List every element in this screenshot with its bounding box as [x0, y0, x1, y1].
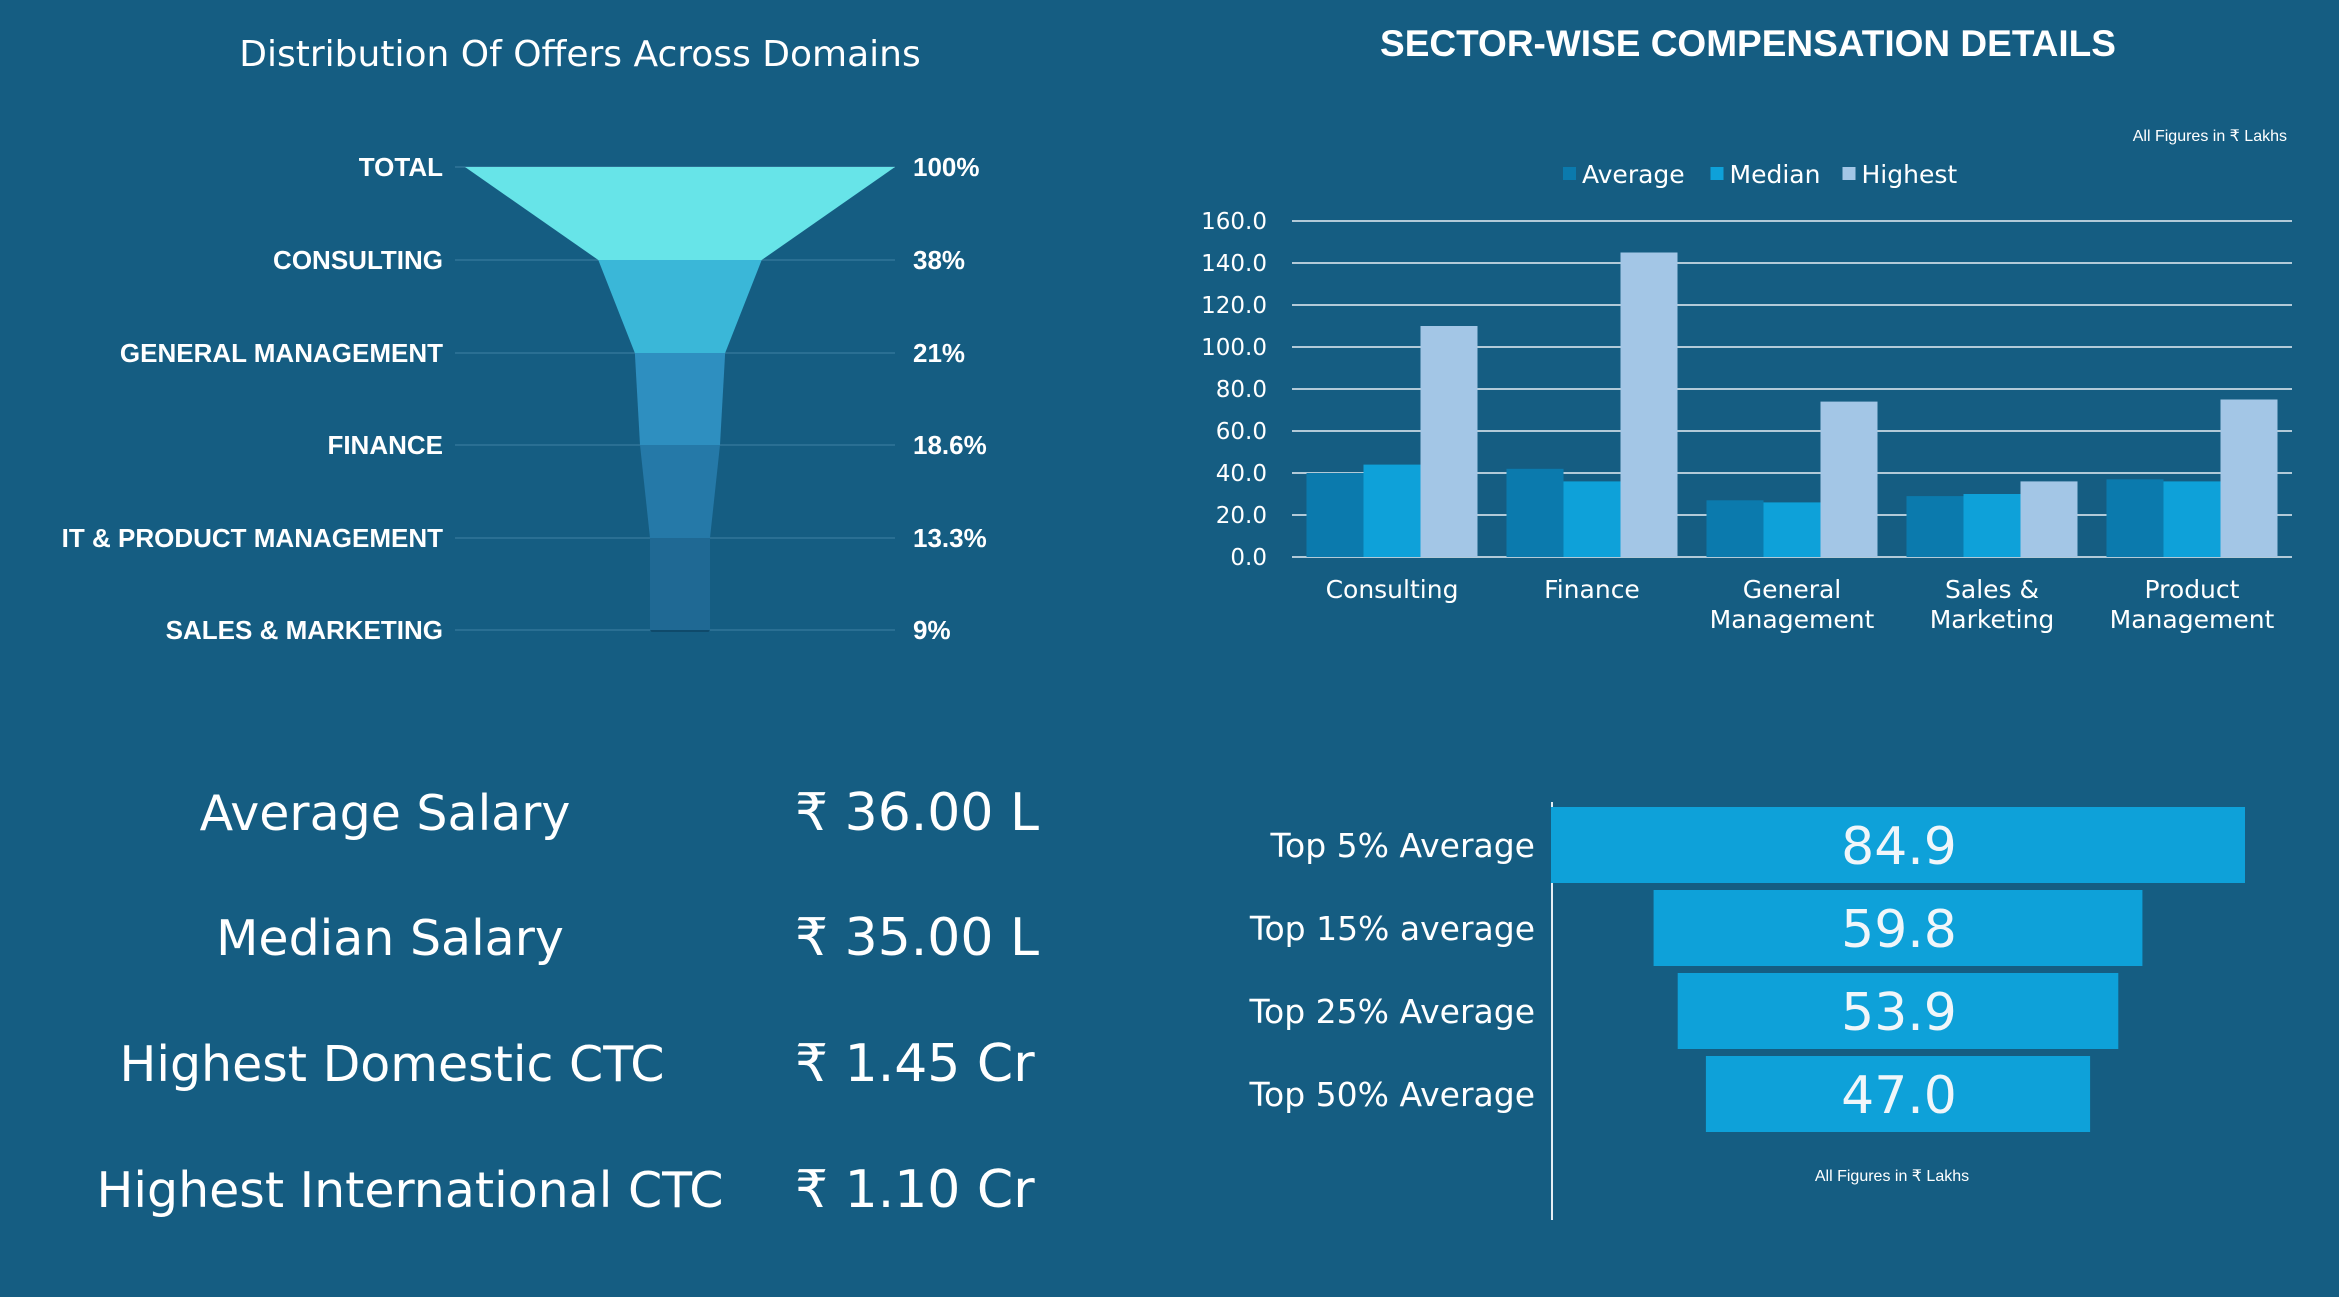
- funnel-category-labels: TOTAL CONSULTING GENERAL MANAGEMENT FINANCE…: [62, 152, 443, 645]
- percentile-category-label: Top 5% Average: [1269, 826, 1535, 865]
- x-category-label: Management: [2110, 605, 2275, 634]
- funnel-segment: [640, 445, 720, 538]
- stat-average-label: Average Salary: [200, 785, 571, 842]
- funnel-value-label: 9%: [913, 615, 951, 645]
- stat-international-label: Highest International CTC: [97, 1162, 724, 1219]
- funnel-value-label: 18.6%: [913, 430, 987, 460]
- bar-highest: [1820, 401, 1878, 557]
- funnel-value-label: 100%: [913, 152, 980, 182]
- sector-compensation-chart: SECTOR-WISE COMPENSATION DETAILS All Fig…: [1201, 23, 2292, 634]
- sector-chart-note: All Figures in ₹ Lakhs: [2133, 128, 2287, 145]
- percentile-bar-value: 59.8: [1841, 900, 1957, 960]
- legend-entry: Median: [1730, 160, 1821, 189]
- bar-highest: [1420, 326, 1478, 557]
- sector-chart-y-axis: 0.0 20.0 40.0 60.0 80.0 100.0 120.0 140.0 160.0: [1201, 209, 1267, 571]
- x-category-label: Marketing: [1930, 605, 2055, 634]
- legend-entry: Highest: [1862, 160, 1958, 189]
- salary-stats: Average Salary ₹ 36.00 L Median Salary ₹…: [97, 783, 1039, 1220]
- x-category-label: General: [1743, 575, 1842, 604]
- percentile-note: All Figures in ₹ Lakhs: [1815, 1168, 1969, 1185]
- y-tick-label: 40.0: [1216, 461, 1267, 487]
- stat-median-value: ₹ 35.00 L: [795, 908, 1039, 968]
- funnel-segment: [634, 353, 726, 445]
- y-tick-label: 120.0: [1201, 293, 1267, 319]
- y-tick-label: 160.0: [1201, 209, 1267, 235]
- stat-median-label: Median Salary: [216, 910, 564, 967]
- funnel-category-label: GENERAL MANAGEMENT: [120, 338, 443, 368]
- funnel-value-label: 13.3%: [913, 523, 987, 553]
- legend-swatch: [1710, 167, 1724, 180]
- funnel-value-label: 38%: [913, 245, 965, 275]
- bar-median: [1363, 464, 1421, 557]
- bar-average: [1906, 496, 1964, 557]
- funnel-category-label: IT & PRODUCT MANAGEMENT: [62, 523, 443, 553]
- funnel-title: Distribution Of Offers Across Domains: [239, 34, 920, 75]
- x-category-label: Consulting: [1326, 575, 1459, 604]
- x-category-label: Management: [1710, 605, 1875, 634]
- bar-highest: [2020, 481, 2078, 557]
- stat-domestic-label: Highest Domestic CTC: [119, 1036, 664, 1093]
- bar-average: [1706, 500, 1764, 557]
- legend-swatch: [1842, 167, 1856, 180]
- sector-chart-bars: [1306, 252, 2278, 557]
- funnel-segments: [465, 167, 895, 632]
- sector-chart-x-axis: Consulting Finance GeneralManagementSales …: [1326, 575, 2275, 634]
- y-tick-label: 100.0: [1201, 335, 1267, 361]
- funnel-segment: [465, 167, 895, 260]
- y-tick-label: 80.0: [1216, 377, 1267, 403]
- bar-average: [1506, 468, 1564, 557]
- bar-highest: [1620, 252, 1678, 557]
- bar-median: [1563, 481, 1621, 557]
- funnel-value-label: 21%: [913, 338, 965, 368]
- stat-domestic-value: ₹ 1.45 Cr: [795, 1034, 1035, 1094]
- bar-median: [1963, 494, 2021, 557]
- x-category-label: Product: [2145, 575, 2240, 604]
- percentile-labels: Top 5% Average Top 15% average Top 25% Ave…: [1248, 826, 1535, 1114]
- funnel-segment: [650, 630, 710, 632]
- percentile-bar: [1551, 807, 2245, 883]
- bar-average: [2106, 479, 2164, 557]
- percentile-bar-value: 53.9: [1841, 983, 1957, 1043]
- bar-median: [2163, 481, 2221, 557]
- top-percentile-chart: 84.9 59.8 53.9 47.0 Top 5% Average Top 15% a…: [1248, 802, 2245, 1220]
- funnel-category-label: FINANCE: [327, 430, 443, 460]
- bar-highest: [2220, 399, 2278, 557]
- funnel-segment: [598, 260, 762, 353]
- funnel-segment: [650, 538, 710, 630]
- offers-funnel-chart: Distribution Of Offers Across Domains TO…: [62, 34, 987, 645]
- y-tick-label: 60.0: [1216, 419, 1267, 445]
- percentile-bar-value: 47.0: [1841, 1066, 1957, 1126]
- percentile-bar-value: 84.9: [1841, 817, 1957, 877]
- funnel-category-label: TOTAL: [359, 152, 443, 182]
- sector-chart-legend: Average Median Highest: [1563, 160, 1957, 189]
- bar-median: [1763, 502, 1821, 557]
- funnel-category-label: CONSULTING: [273, 245, 443, 275]
- percentile-category-label: Top 25% Average: [1248, 992, 1535, 1031]
- sector-chart-title: SECTOR-WISE COMPENSATION DETAILS: [1380, 23, 2116, 64]
- y-tick-label: 140.0: [1201, 251, 1267, 277]
- funnel-category-label: SALES & MARKETING: [166, 615, 443, 645]
- x-category-label: Finance: [1544, 575, 1640, 604]
- y-tick-label: 20.0: [1216, 503, 1267, 529]
- y-tick-label: 0.0: [1230, 545, 1267, 571]
- stat-average-value: ₹ 36.00 L: [795, 783, 1039, 843]
- stat-international-value: ₹ 1.10 Cr: [795, 1160, 1035, 1220]
- x-category-label: Sales &: [1945, 575, 2039, 604]
- percentile-bars: 84.9 59.8 53.9 47.0: [1551, 807, 2245, 1132]
- percentile-category-label: Top 50% Average: [1248, 1075, 1535, 1114]
- legend-swatch: [1563, 167, 1576, 180]
- bar-average: [1306, 473, 1364, 557]
- percentile-bar: [1677, 973, 2119, 1049]
- percentile-bar: [1705, 1056, 2091, 1132]
- legend-entry: Average: [1582, 160, 1685, 189]
- funnel-value-labels: 100% 38% 21% 18.6% 13.3% 9%: [913, 152, 987, 645]
- percentile-category-label: Top 15% average: [1249, 909, 1535, 948]
- percentile-bar: [1653, 890, 2143, 966]
